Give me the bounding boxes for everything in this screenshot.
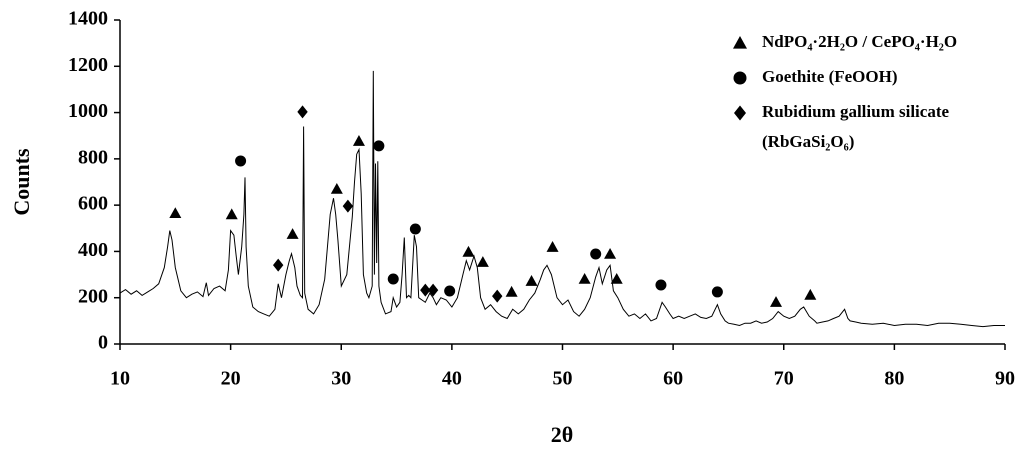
y-axis-title: Counts [9, 148, 34, 216]
x-tick-label: 50 [553, 368, 573, 390]
y-tick-label: 200 [78, 285, 108, 307]
phase-marker [169, 207, 182, 219]
xrd-pattern [119, 70, 1005, 328]
x-axis-title: 2θ [551, 422, 573, 447]
phase-marker [655, 279, 667, 291]
y-tick-label: 1400 [68, 8, 108, 30]
legend-marker [733, 71, 747, 85]
y-tick-label: 1000 [68, 100, 108, 122]
phase-marker [272, 258, 284, 272]
y-tick-label: 0 [98, 332, 108, 354]
phase-marker [409, 223, 421, 235]
phase-marker [286, 228, 299, 239]
x-tick-label: 70 [774, 368, 794, 390]
phase-marker [330, 182, 343, 194]
y-tick-label: 800 [78, 146, 108, 168]
legend-marker [733, 36, 747, 49]
phase-marker [476, 256, 489, 267]
phase-marker [804, 288, 817, 300]
x-tick-label: 80 [884, 368, 904, 390]
y-tick-label: 1200 [68, 54, 108, 76]
phase-marker [342, 199, 354, 213]
phase-marker [427, 283, 439, 297]
phase-marker [711, 286, 723, 298]
legend-label: NdPO₄·2H₂O / CePO₄·H₂O [762, 32, 957, 51]
phase-marker [387, 273, 399, 285]
y-tick-label: 600 [78, 193, 108, 215]
phase-marker [444, 285, 456, 297]
phase-marker [420, 283, 431, 297]
phase-marker [462, 245, 475, 257]
phase-marker [578, 272, 591, 284]
phase-marker [546, 241, 559, 252]
x-tick-label: 20 [221, 368, 241, 390]
phase-marker [225, 208, 238, 220]
x-tick-label: 60 [663, 368, 683, 390]
phase-marker [590, 248, 602, 260]
x-tick-label: 10 [110, 368, 130, 390]
phase-marker [352, 135, 365, 146]
legend-label: (RbGaSi₂O₆) [762, 132, 854, 151]
phase-marker [770, 296, 783, 307]
y-tick-label: 400 [78, 239, 108, 261]
legend-label: Rubidium gallium silicate [762, 102, 949, 121]
x-tick-label: 90 [995, 368, 1015, 390]
phase-marker [525, 275, 538, 286]
phase-marker [604, 247, 617, 259]
legend-label: Goethite (FeOOH) [762, 67, 898, 86]
phase-marker [610, 272, 623, 284]
phase-marker [235, 155, 247, 167]
legend-marker [734, 105, 746, 121]
phase-marker [297, 105, 308, 119]
phase-marker [373, 140, 385, 152]
phase-marker [505, 285, 518, 297]
x-tick-label: 30 [331, 368, 351, 390]
x-tick-label: 40 [442, 368, 462, 390]
phase-marker [492, 289, 503, 303]
